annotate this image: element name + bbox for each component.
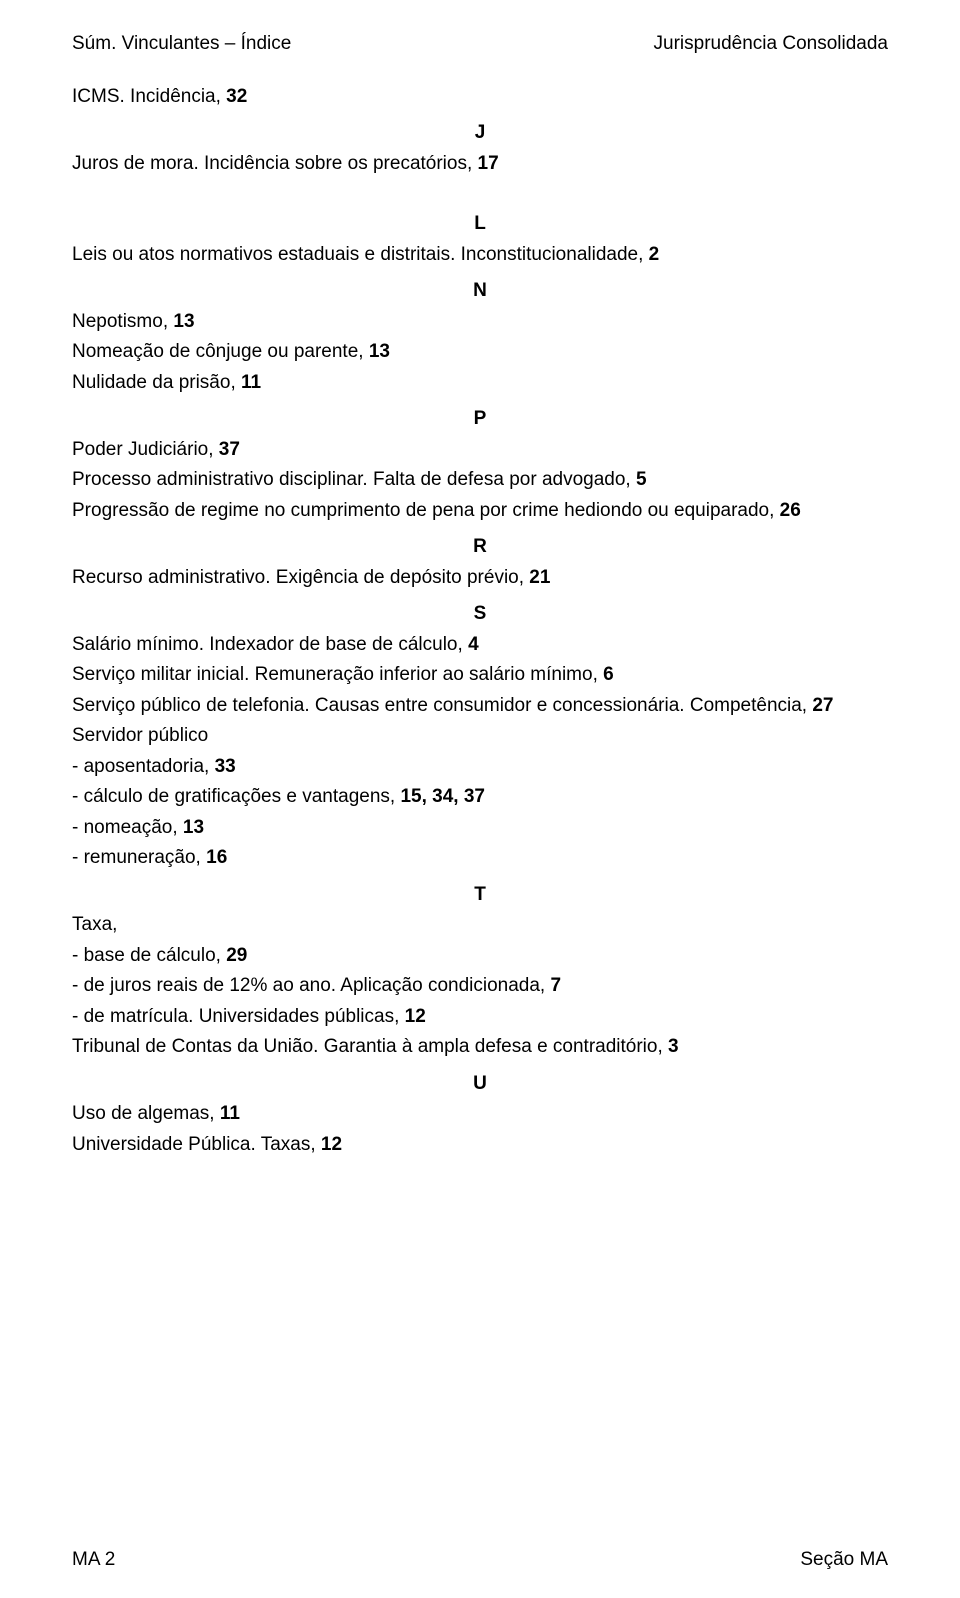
- entry-u1: Uso de algemas, 11: [72, 1100, 888, 1129]
- entry-j1: Juros de mora. Incidência sobre os preca…: [72, 150, 888, 179]
- entry-l1: Leis ou atos normativos estaduais e dist…: [72, 241, 888, 270]
- entry-s3-text: Serviço público de telefonia. Causas ent…: [72, 695, 812, 716]
- section-letter-p: P: [72, 405, 888, 434]
- entry-u1-text: Uso de algemas,: [72, 1103, 220, 1124]
- entry-l1-num: 2: [649, 244, 660, 265]
- sub-t1-num: 29: [226, 945, 247, 966]
- entry-p3: Progressão de regime no cumprimento de p…: [72, 497, 888, 526]
- entry-t2-text: Tribunal de Contas da União. Garantia à …: [72, 1036, 668, 1057]
- page-header: Súm. Vinculantes – Índice Jurisprudência…: [72, 30, 888, 59]
- entry-t2: Tribunal de Contas da União. Garantia à …: [72, 1033, 888, 1062]
- sub-s2: - cálculo de gratificações e vantagens, …: [72, 783, 888, 812]
- section-letter-t: T: [72, 881, 888, 910]
- section-letter-s: S: [72, 600, 888, 629]
- entry-u1-num: 11: [220, 1103, 240, 1124]
- header-right: Jurisprudência Consolidada: [654, 30, 888, 59]
- section-letter-l: L: [72, 210, 888, 239]
- entry-j1-text: Juros de mora. Incidência sobre os preca…: [72, 153, 478, 174]
- section-letter-n: N: [72, 277, 888, 306]
- entry-r1: Recurso administrativo. Exigência de dep…: [72, 564, 888, 593]
- entry-p3-num: 26: [780, 500, 801, 521]
- footer-right: Seção MA: [800, 1546, 888, 1575]
- entry-n2: Nomeação de cônjuge ou parente, 13: [72, 338, 888, 367]
- spacer: [72, 180, 888, 202]
- entry-u2-num: 12: [321, 1134, 342, 1155]
- entry-p1: Poder Judiciário, 37: [72, 436, 888, 465]
- entry-s2-text: Serviço militar inicial. Remuneração inf…: [72, 664, 603, 685]
- entry-n1-num: 13: [173, 311, 194, 332]
- entry-n2-text: Nomeação de cônjuge ou parente,: [72, 341, 369, 362]
- entry-p2: Processo administrativo disciplinar. Fal…: [72, 466, 888, 495]
- entry-n3-num: 11: [241, 372, 261, 393]
- entry-t2-num: 3: [668, 1036, 679, 1057]
- section-letter-j: J: [72, 119, 888, 148]
- sub-s3-num: 13: [183, 817, 204, 838]
- intro-text: ICMS. Incidência,: [72, 86, 226, 107]
- entry-u2-text: Universidade Pública. Taxas,: [72, 1134, 321, 1155]
- entry-s4: Servidor público: [72, 722, 888, 751]
- sub-s4-num: 16: [206, 847, 227, 868]
- sub-s4: - remuneração, 16: [72, 844, 888, 873]
- entry-n2-num: 13: [369, 341, 390, 362]
- entry-s3: Serviço público de telefonia. Causas ent…: [72, 692, 888, 721]
- entry-j1-num: 17: [478, 153, 499, 174]
- footer-left: MA 2: [72, 1546, 115, 1575]
- intro-num: 32: [226, 86, 247, 107]
- header-left: Súm. Vinculantes – Índice: [72, 30, 291, 59]
- sub-t3: - de matrícula. Universidades públicas, …: [72, 1003, 888, 1032]
- sub-s4-text: - remuneração,: [72, 847, 206, 868]
- entry-s1-text: Salário mínimo. Indexador de base de cál…: [72, 634, 468, 655]
- entry-s1: Salário mínimo. Indexador de base de cál…: [72, 631, 888, 660]
- entry-s2: Serviço militar inicial. Remuneração inf…: [72, 661, 888, 690]
- entry-p1-text: Poder Judiciário,: [72, 439, 219, 460]
- entry-n1: Nepotismo, 13: [72, 308, 888, 337]
- sub-s1-num: 33: [215, 756, 236, 777]
- entry-p2-text: Processo administrativo disciplinar. Fal…: [72, 469, 636, 490]
- entry-r1-text: Recurso administrativo. Exigência de dep…: [72, 567, 529, 588]
- entry-s4-text: Servidor público: [72, 725, 208, 746]
- entry-s2-num: 6: [603, 664, 614, 685]
- sub-t1-text: - base de cálculo,: [72, 945, 226, 966]
- sub-s2-text: - cálculo de gratificações e vantagens,: [72, 786, 400, 807]
- entry-s1-num: 4: [468, 634, 479, 655]
- entry-n1-text: Nepotismo,: [72, 311, 173, 332]
- sub-s3: - nomeação, 13: [72, 814, 888, 843]
- intro-line: ICMS. Incidência, 32: [72, 83, 888, 112]
- sub-t2-num: 7: [550, 975, 561, 996]
- sub-t3-text: - de matrícula. Universidades públicas,: [72, 1006, 405, 1027]
- entry-t1-text: Taxa,: [72, 914, 117, 935]
- entry-p2-num: 5: [636, 469, 647, 490]
- entry-r1-num: 21: [529, 567, 550, 588]
- sub-s3-text: - nomeação,: [72, 817, 183, 838]
- sub-s2-num: 15, 34, 37: [400, 786, 485, 807]
- entry-u2: Universidade Pública. Taxas, 12: [72, 1131, 888, 1160]
- page-footer: MA 2 Seção MA: [72, 1546, 888, 1575]
- sub-t1: - base de cálculo, 29: [72, 942, 888, 971]
- section-letter-u: U: [72, 1070, 888, 1099]
- section-letter-r: R: [72, 533, 888, 562]
- entry-t1: Taxa,: [72, 911, 888, 940]
- sub-t2-text: - de juros reais de 12% ao ano. Aplicaçã…: [72, 975, 550, 996]
- sub-t3-num: 12: [405, 1006, 426, 1027]
- sub-s1-text: - aposentadoria,: [72, 756, 215, 777]
- sub-s1: - aposentadoria, 33: [72, 753, 888, 782]
- entry-s3-num: 27: [812, 695, 833, 716]
- entry-n3-text: Nulidade da prisão,: [72, 372, 241, 393]
- entry-p1-num: 37: [219, 439, 240, 460]
- entry-l1-text: Leis ou atos normativos estaduais e dist…: [72, 244, 649, 265]
- sub-t2: - de juros reais de 12% ao ano. Aplicaçã…: [72, 972, 888, 1001]
- entry-n3: Nulidade da prisão, 11: [72, 369, 888, 398]
- entry-p3-text: Progressão de regime no cumprimento de p…: [72, 500, 780, 521]
